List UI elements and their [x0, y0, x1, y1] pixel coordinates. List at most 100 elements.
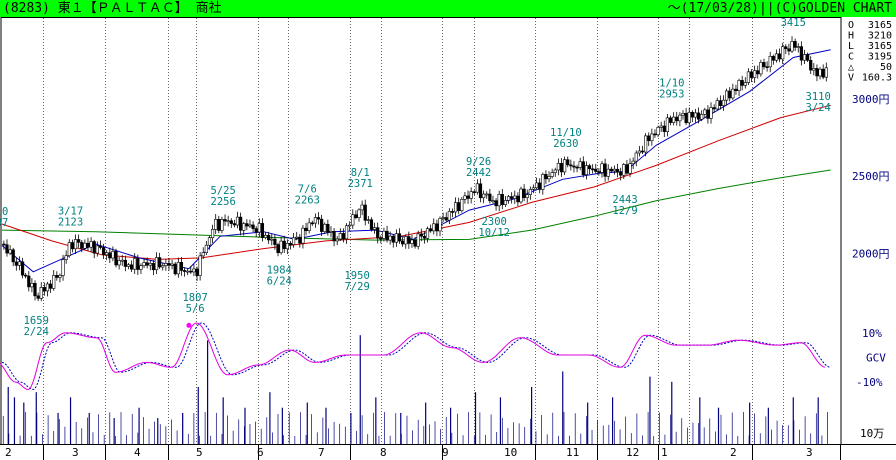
candle-body	[531, 187, 536, 190]
candle-body	[609, 168, 613, 172]
candle-body	[781, 46, 785, 60]
annotation-price: 3110	[806, 91, 831, 103]
month-label: 2	[730, 446, 737, 459]
candle-body	[360, 204, 364, 211]
annotation-date: 10	[0, 206, 8, 218]
annotation-date: 3/17	[58, 205, 83, 217]
candle-body	[369, 219, 374, 230]
candle-body	[450, 211, 455, 213]
annotation-date: 8/1	[351, 167, 370, 179]
chart-labels: 234567891011121233000円2500円2000円10万10971…	[0, 17, 892, 459]
candle-body	[123, 259, 127, 267]
candle-body	[506, 196, 511, 201]
ohlc-value: 50	[880, 62, 892, 73]
annotation-price: 2953	[659, 88, 684, 100]
candle-body	[790, 41, 794, 52]
candle-body	[52, 275, 56, 289]
candle-body	[706, 109, 710, 119]
candle-body	[83, 242, 87, 249]
candle-body	[326, 223, 330, 233]
candle-body	[176, 262, 180, 275]
candle-body	[703, 109, 707, 115]
candle-body	[547, 176, 551, 180]
month-label: 4	[134, 446, 141, 459]
candle-body	[214, 219, 218, 230]
candle-body	[491, 200, 495, 202]
candle-body	[351, 214, 355, 226]
candle-body	[594, 168, 598, 172]
candle-body	[397, 233, 402, 242]
ohlc-value: 3195	[868, 52, 892, 63]
stock-chart: 234567891011121233000円2500円2000円10万10971…	[0, 17, 896, 460]
candle-body	[475, 183, 479, 193]
candle-body	[460, 199, 464, 211]
candle-body	[298, 236, 302, 244]
candle-body	[513, 195, 517, 199]
candle-body	[55, 275, 59, 278]
candle-body	[145, 262, 149, 266]
candle-body	[687, 112, 691, 124]
ma-long-line	[1, 169, 831, 241]
month-label: 3	[72, 446, 79, 459]
candle-body	[597, 171, 601, 173]
candle-body	[379, 237, 383, 240]
candle-body	[528, 189, 532, 195]
candle-body	[139, 265, 143, 270]
candle-body	[158, 257, 162, 268]
candle-body	[45, 283, 50, 292]
candle-body	[323, 223, 327, 232]
candle-body	[73, 239, 78, 250]
annotation-date: 9/26	[466, 156, 491, 168]
candle-body	[291, 237, 296, 245]
candle-body	[239, 216, 243, 231]
candle-body	[500, 194, 504, 205]
candle-body	[438, 218, 442, 232]
candle-body	[665, 117, 670, 132]
candle-body	[718, 100, 722, 106]
candle-body	[229, 220, 233, 224]
chart-title: (8283) 東１【ＰＡＬＴＡＣ】 商社	[3, 1, 222, 16]
candle-body	[653, 133, 657, 136]
candle-body	[777, 53, 782, 60]
candle-body	[245, 223, 249, 227]
candle-body	[510, 196, 514, 199]
candle-body	[354, 214, 358, 218]
annotation-date: 12/9	[612, 205, 637, 217]
candle-body	[634, 152, 638, 162]
candle-body	[313, 217, 317, 224]
candle-body	[117, 260, 121, 266]
candle-body	[472, 191, 476, 193]
annotation-price: 1659	[24, 315, 49, 327]
month-label: 3	[806, 446, 813, 459]
candle-body	[746, 71, 751, 83]
candle-body	[659, 125, 663, 128]
annotation-date: 2/24	[24, 326, 49, 338]
candle-body	[556, 163, 560, 171]
candle-body	[662, 125, 666, 132]
candle-body	[341, 233, 346, 240]
candle-body	[282, 240, 286, 250]
candle-body	[173, 263, 177, 275]
gcv-oscillator	[0, 322, 831, 390]
candle-body	[372, 227, 377, 230]
candle-body	[447, 211, 451, 221]
candle-body	[435, 223, 439, 232]
candle-body	[251, 224, 255, 229]
candle-body	[61, 259, 65, 276]
candle-body	[416, 233, 420, 247]
candle-body	[728, 90, 732, 99]
price-tick-label: 3000円	[852, 93, 890, 106]
candle-body	[48, 283, 53, 289]
candle-body	[20, 261, 25, 276]
candle-body	[538, 182, 542, 190]
title-bar: (8283) 東１【ＰＡＬＴＡＣ】 商社 ～(17/03/28)||(C)GOL…	[0, 0, 896, 17]
candle-body	[394, 233, 398, 243]
candle-body	[734, 88, 738, 91]
candle-body	[544, 174, 548, 180]
candle-body	[5, 244, 9, 254]
candle-body	[753, 70, 757, 78]
